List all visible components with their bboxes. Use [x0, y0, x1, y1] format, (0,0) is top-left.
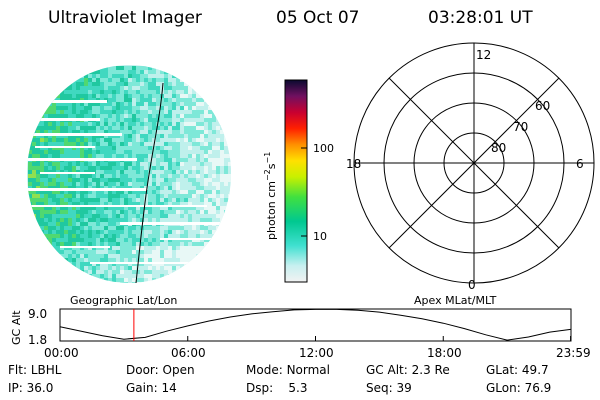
instrument-title: Ultraviolet Imager	[48, 8, 202, 28]
mlt-label-6: 6	[576, 157, 584, 171]
gc-altitude-status: GC Alt: 2.3 Re	[366, 363, 450, 377]
mlat-label-80: 80	[491, 141, 506, 155]
terminator-line	[135, 82, 164, 284]
time-tick-label: 23:59	[556, 346, 591, 360]
mlt-label-0: 0	[468, 278, 476, 292]
geographic-image	[27, 65, 231, 284]
time-tick-label: 12:00	[299, 346, 334, 360]
polar-grid	[353, 42, 595, 284]
geographic-projection-label: Geographic Lat/Lon	[70, 294, 177, 307]
mlat-label-60: 60	[535, 99, 550, 113]
mlat-label-70: 70	[513, 120, 528, 134]
filter-status: Flt: LBHL	[8, 363, 62, 377]
altitude-ytick-min: 1.8	[28, 333, 47, 347]
altitude-ytick-max: 9.0	[28, 307, 47, 321]
mlt-label-18: 18	[346, 157, 361, 171]
time-tick-label: 18:00	[427, 346, 462, 360]
mode-status: Mode: Normal	[246, 363, 330, 377]
colorbar: 100 10 photon cm−2s−1	[263, 79, 334, 283]
glat-status: GLat: 49.7	[486, 363, 549, 377]
ip-status: IP: 36.0	[8, 381, 54, 395]
time-tick-label: 06:00	[171, 346, 206, 360]
altitude-chart: GC Alt 9.0 1.8 00:00 06:00 12:00 18:00 2…	[10, 307, 591, 360]
observation-date: 05 Oct 07	[276, 8, 360, 28]
door-status: Door: Open	[126, 363, 195, 377]
mlt-label-12: 12	[476, 48, 491, 62]
apex-projection-label: Apex MLat/MLT	[414, 294, 497, 307]
colorbar-tick-100: 100	[313, 142, 334, 155]
time-tick-label: 00:00	[44, 346, 79, 360]
gain-status: Gain: 14	[126, 381, 177, 395]
sequence-status: Seq: 39	[366, 381, 412, 395]
colorbar-unit-label: photon cm−2s−1	[263, 152, 278, 240]
altitude-axis-label: GC Alt	[10, 310, 23, 345]
altitude-curve	[59, 308, 571, 341]
dsp-status: Dsp: 5.3	[246, 381, 308, 395]
glon-status: GLon: 76.9	[486, 381, 552, 395]
colorbar-tick-10: 10	[313, 230, 327, 243]
observation-time: 03:28:01 UT	[428, 8, 533, 28]
